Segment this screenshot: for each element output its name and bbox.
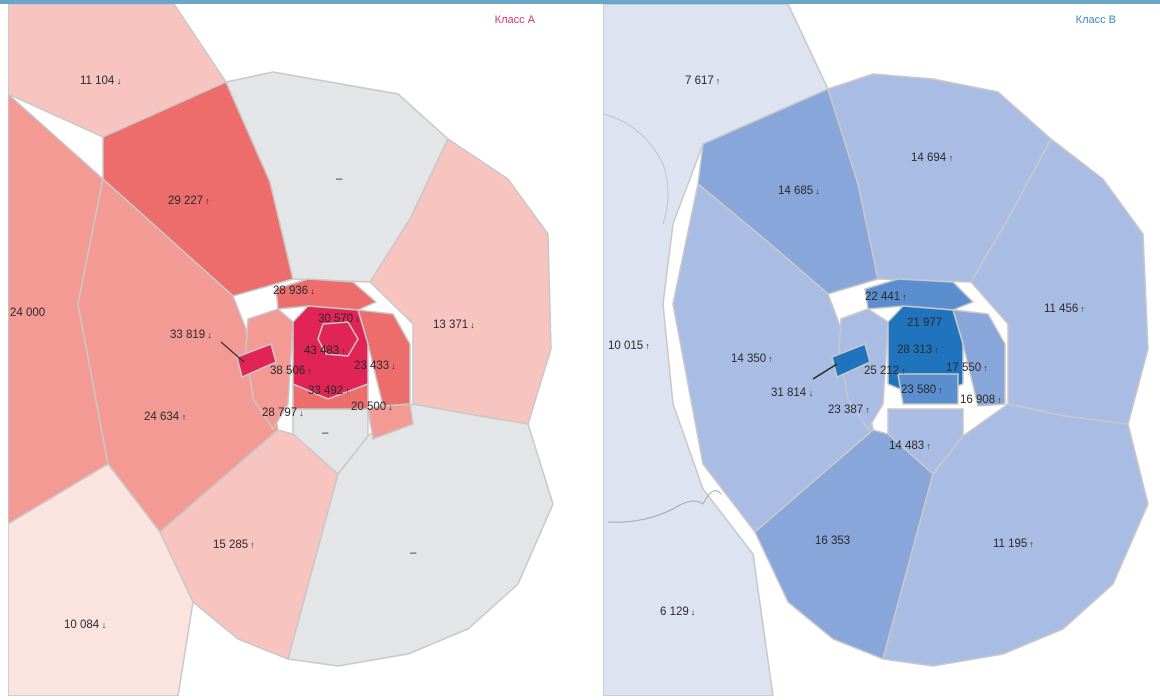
district-b-value-label: 28 313 xyxy=(897,344,932,356)
district-a-value-label: – xyxy=(410,547,417,559)
district-a-value-label: 24 000 xyxy=(10,307,45,319)
district-b-value-label: 16 353 xyxy=(815,535,850,547)
moscow-map-class-b xyxy=(603,4,1149,696)
district-b-value-label: 25 212 xyxy=(864,365,899,377)
trend-down-icon: ↓ xyxy=(102,620,107,630)
trend-up-icon: ↑ xyxy=(949,153,954,163)
moscow-map-class-a xyxy=(8,4,554,696)
district-a-core-2[interactable] xyxy=(317,321,359,357)
trend-up-icon: ↑ xyxy=(716,76,721,86)
trend-up-icon: ↑ xyxy=(345,386,350,396)
trend-down-icon: ↓ xyxy=(691,607,696,617)
district-a-value-label: 33 819 xyxy=(170,329,205,341)
trend-up-icon: ↑ xyxy=(341,346,346,356)
district-a-value-label: 38 506 xyxy=(270,365,305,377)
district-a-novomoskovsky[interactable] xyxy=(8,463,194,696)
district-a-center-southeast[interactable] xyxy=(367,403,414,441)
trend-up-icon: ↑ xyxy=(1029,539,1034,549)
district-b-south-inner[interactable] xyxy=(887,408,964,476)
trend-up-icon: ↑ xyxy=(182,412,187,422)
trend-up-icon: ↑ xyxy=(205,196,210,206)
district-b-value-label: 21 977 xyxy=(907,317,942,329)
district-b-value-label: 6 129 xyxy=(660,606,689,618)
district-b-value-label: 31 814 xyxy=(771,387,807,399)
trend-down-icon: ↓ xyxy=(809,388,814,398)
trend-down-icon: ↓ xyxy=(391,361,396,371)
district-b-value-label: 7 617 xyxy=(685,75,714,87)
map-title-class-a: Класс А xyxy=(494,14,535,26)
district-b-value-label: 11 456 xyxy=(1044,303,1078,315)
trend-up-icon: ↑ xyxy=(250,540,255,550)
district-a-value-label: – xyxy=(336,173,343,185)
district-b-value-label: 23 387 xyxy=(828,404,863,416)
trend-up-icon: ↑ xyxy=(768,354,773,364)
trend-down-icon: ↓ xyxy=(470,320,475,330)
trend-down-icon: ↓ xyxy=(299,408,304,418)
district-a-value-label: 15 285 xyxy=(213,539,248,551)
district-b-enclave[interactable] xyxy=(831,342,871,379)
district-a-value-label: 10 084 xyxy=(64,619,100,631)
trend-up-icon: ↑ xyxy=(902,292,907,302)
district-a-center-north[interactable] xyxy=(275,278,378,311)
callout-line xyxy=(812,363,838,380)
district-b-value-label: 16 908 xyxy=(960,394,995,406)
road-line xyxy=(603,113,669,225)
district-a-value-label: 33 492 xyxy=(308,385,343,397)
district-b-value-label: 22 441 xyxy=(865,291,900,303)
map-title-class-b: Класс В xyxy=(1075,14,1116,26)
trend-down-icon: ↓ xyxy=(355,314,360,324)
district-b-value-label: 14 685 xyxy=(778,185,813,197)
trend-up-icon: ↑ xyxy=(865,405,870,415)
district-a-value-label: 43 483 xyxy=(304,345,339,357)
trend-down-icon: ↓ xyxy=(310,286,315,296)
trend-up-icon: ↑ xyxy=(901,366,906,376)
trend-up-icon: ↑ xyxy=(307,366,312,376)
callout-line xyxy=(220,341,245,363)
district-b-value-label: 14 483 xyxy=(889,440,924,452)
header-divider xyxy=(0,0,1160,4)
trend-down-icon: ↓ xyxy=(388,402,393,412)
district-a-enclave[interactable] xyxy=(236,343,277,379)
district-b-southeast[interactable] xyxy=(882,403,1149,667)
trend-up-icon: ↑ xyxy=(938,385,943,395)
district-a-value-label: 11 104 xyxy=(80,75,115,87)
district-a-value-label: 13 371 xyxy=(433,319,468,331)
district-a-value-label: 28 797 xyxy=(262,407,297,419)
trend-down-icon: ↓ xyxy=(117,76,122,86)
trend-up-icon: ↑ xyxy=(926,441,931,451)
trend-up-icon: ↑ xyxy=(645,341,650,351)
district-a-value-label: 24 634 xyxy=(144,411,180,423)
district-a-value-label: – xyxy=(322,427,329,439)
district-a-value-label: 30 570 xyxy=(318,313,353,325)
district-b-center-south[interactable] xyxy=(897,373,959,405)
trend-up-icon: ↑ xyxy=(1080,304,1085,314)
district-b-value-label: 23 580 xyxy=(901,384,936,396)
labels-layer-b: 7 617 ↑14 694 ↑14 685 ↓11 456 ↑22 441 ↑21 977… xyxy=(608,75,1085,618)
trend-up-icon: ↑ xyxy=(983,363,988,373)
trend-down-icon: ↓ xyxy=(207,330,212,340)
map-panel-class-a: 11 104 ↓ 29 227 ↑ 24 000 28 936 ↓ 30 570 ↓ 33 819… xyxy=(8,4,559,696)
district-b-value-label: 11 195 xyxy=(993,538,1027,550)
district-b-center-north[interactable] xyxy=(864,278,975,311)
district-b-outer[interactable] xyxy=(603,4,830,696)
district-b-value-label: 14 694 xyxy=(911,152,947,164)
trend-up-icon: ↑ xyxy=(997,395,1002,405)
district-b-value-label: 10 015 xyxy=(608,340,643,352)
district-a-value-label: 29 227 xyxy=(168,195,203,207)
district-a-value-label: 23 433 xyxy=(354,360,389,372)
map-panel-class-b: 7 617 ↑ 14 694 ↑ 14 685 ↓ 11 456 ↑ 22 441 ↑ 21 977… xyxy=(603,4,1154,696)
river-line xyxy=(607,490,722,523)
trend-up-icon: ↑ xyxy=(934,345,939,355)
district-a-value-label: 28 936 xyxy=(273,285,308,297)
district-a-value-label: 20 500 xyxy=(351,401,386,413)
trend-down-icon: ↓ xyxy=(815,186,820,196)
district-b-value-label: 17 550 xyxy=(946,362,981,374)
district-b-value-label: 14 350 xyxy=(731,353,766,365)
